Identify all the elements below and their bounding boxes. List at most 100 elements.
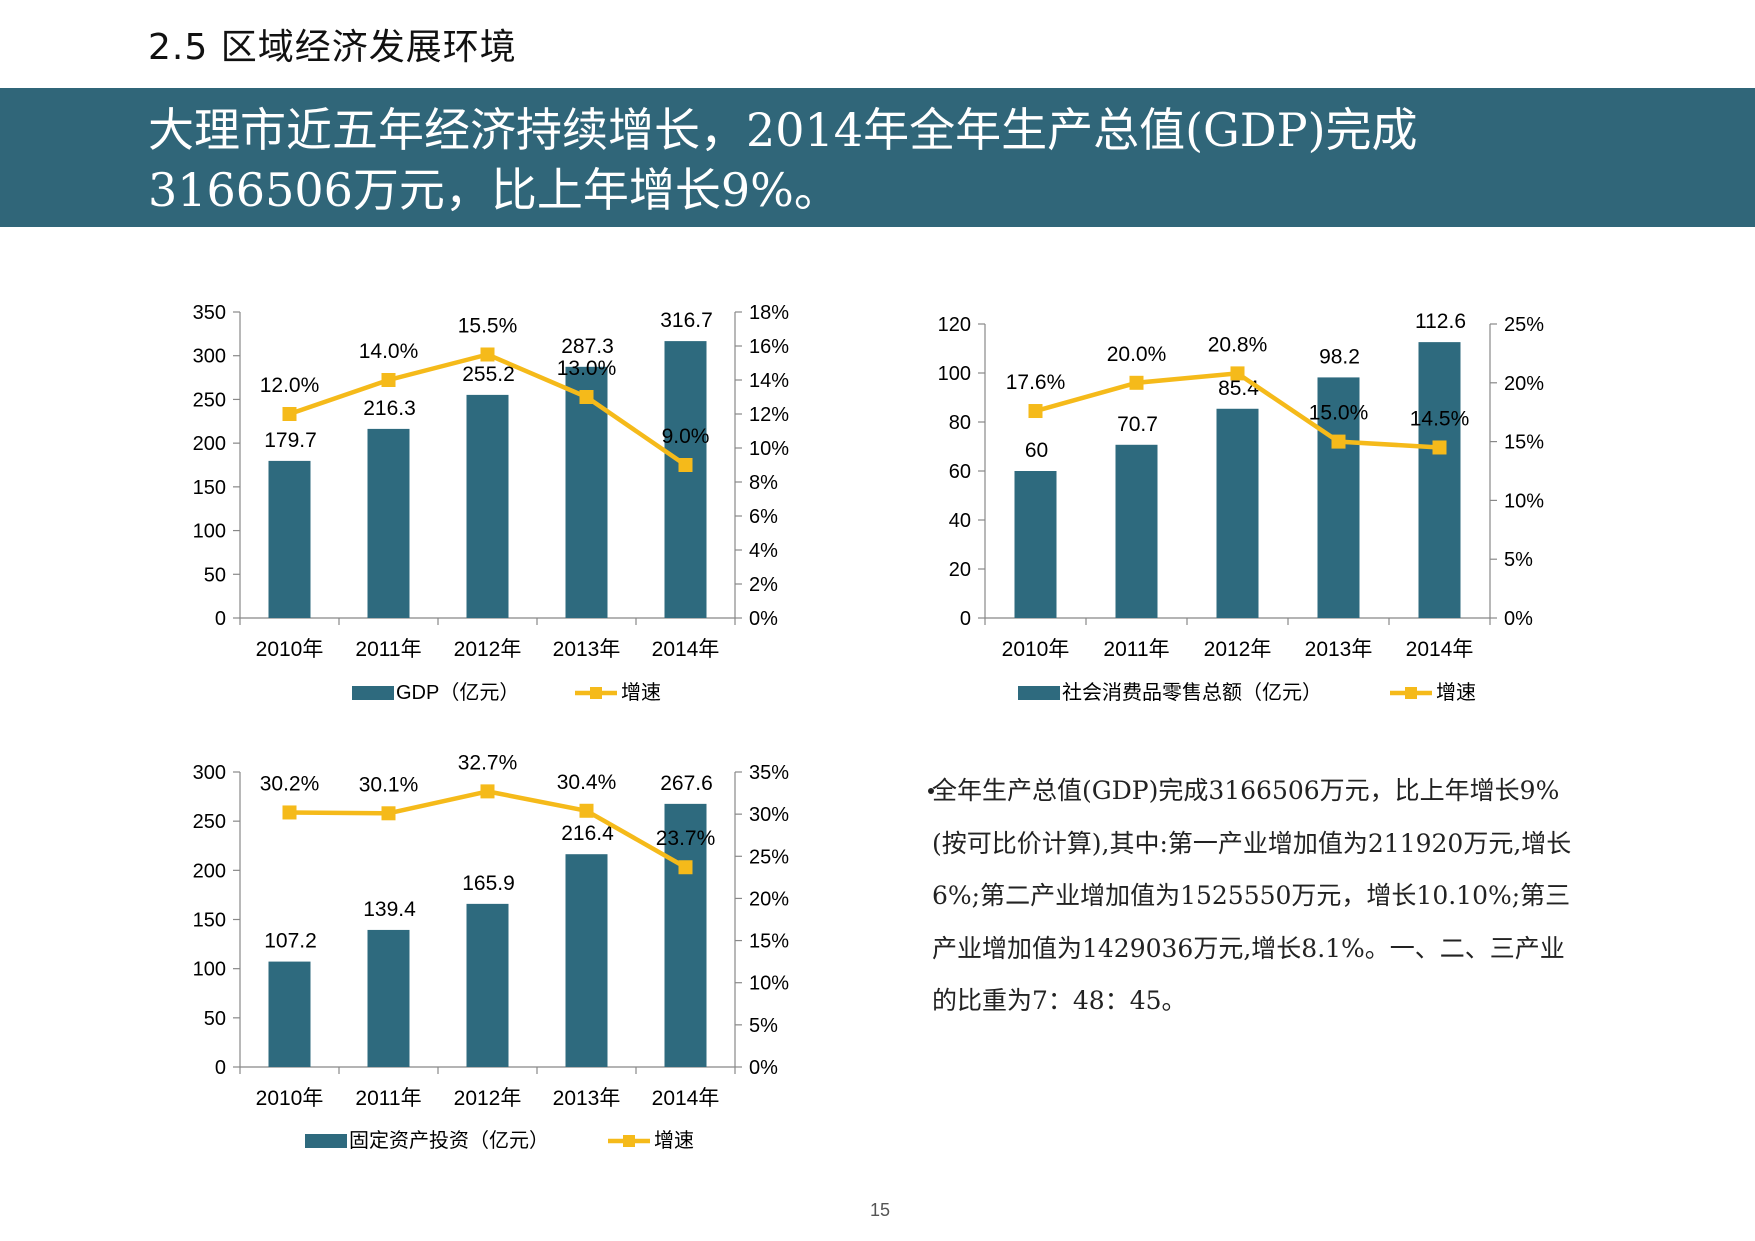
- bar: [1317, 377, 1360, 618]
- growth-value-label: 20.0%: [1107, 343, 1167, 366]
- growth-marker: [381, 373, 396, 387]
- growth-value-label: 14.5%: [1410, 407, 1470, 430]
- bar-value-label: 70.7: [1117, 413, 1158, 436]
- legend-bar-swatch: [1018, 686, 1060, 700]
- growth-value-label: 15.5%: [458, 315, 518, 338]
- growth-value-label: 30.1%: [359, 773, 419, 796]
- x-tick-label: 2011年: [1103, 638, 1169, 661]
- left-tick-label: 200: [193, 860, 226, 882]
- bar: [664, 803, 707, 1067]
- bar-value-label: 287.3: [561, 335, 614, 358]
- left-tick-label: 300: [193, 346, 226, 368]
- growth-marker: [1028, 404, 1043, 419]
- left-tick-label: 100: [193, 521, 226, 543]
- bar-value-label: 255.2: [462, 363, 515, 386]
- legend-line-label: 增速: [1436, 681, 1476, 704]
- x-tick-label: 2014年: [652, 1087, 720, 1110]
- bar-value-label: 165.9: [462, 872, 515, 895]
- right-tick-label: 14%: [749, 370, 789, 392]
- headline-line-1: 大理市近五年经济持续增长，2014年全年生产总值(GDP)完成: [148, 103, 1418, 157]
- right-tick-label: 10%: [749, 973, 789, 995]
- left-tick-label: 0: [960, 608, 971, 630]
- growth-value-label: 30.4%: [557, 771, 617, 794]
- bar: [1115, 444, 1158, 618]
- legend-line-marker: [590, 687, 602, 699]
- x-tick-label: 2010年: [256, 638, 324, 661]
- growth-marker: [381, 806, 396, 821]
- left-tick-label: 80: [949, 412, 971, 434]
- legend-line-marker: [1405, 687, 1417, 699]
- bar-value-label: 179.7: [264, 429, 317, 452]
- left-tick-label: 200: [193, 433, 226, 455]
- bar-value-label: 216.4: [561, 822, 614, 845]
- x-tick-label: 2010年: [1002, 638, 1070, 661]
- right-tick-label: 18%: [749, 302, 789, 324]
- legend-bar-swatch: [352, 686, 394, 700]
- right-tick-label: 25%: [749, 846, 789, 868]
- left-tick-label: 150: [193, 477, 226, 499]
- right-tick-label: 35%: [749, 762, 789, 784]
- growth-marker: [1129, 375, 1144, 390]
- legend-bar-label: 社会消费品零售总额（亿元）: [1062, 681, 1322, 704]
- bar-value-label: 139.4: [363, 898, 416, 921]
- growth-marker: [282, 407, 297, 421]
- bar: [1418, 342, 1461, 618]
- x-tick-label: 2012年: [1204, 638, 1272, 661]
- right-tick-label: 8%: [749, 472, 778, 494]
- growth-value-label: 9.0%: [662, 425, 710, 448]
- headline-line-2: 3166506万元，比上年增长9%。: [148, 163, 840, 217]
- x-tick-label: 2012年: [454, 638, 522, 661]
- growth-marker: [1331, 434, 1346, 449]
- left-tick-label: 20: [949, 559, 971, 581]
- bar: [664, 341, 707, 618]
- right-tick-label: 12%: [749, 404, 789, 426]
- growth-marker: [480, 347, 495, 362]
- bar-value-label: 316.7: [660, 309, 713, 332]
- right-tick-label: 20%: [1504, 373, 1544, 395]
- growth-value-label: 30.2%: [260, 772, 320, 795]
- growth-marker: [480, 784, 495, 799]
- page-number: 15: [869, 1200, 891, 1220]
- headline-text: 大理市近五年经济持续增长，2014年全年生产总值(GDP)完成 3166506万…: [148, 100, 1708, 220]
- bar-value-label: 107.2: [264, 930, 317, 953]
- growth-marker: [1432, 440, 1447, 455]
- growth-value-label: 20.8%: [1208, 333, 1268, 356]
- left-tick-label: 250: [193, 389, 226, 411]
- x-tick-label: 2013年: [553, 1087, 621, 1110]
- left-tick-label: 100: [938, 363, 971, 385]
- left-tick-label: 60: [949, 461, 971, 483]
- left-tick-label: 250: [193, 811, 226, 833]
- bar-value-label: 267.6: [660, 772, 713, 795]
- growth-value-label: 23.7%: [656, 827, 716, 850]
- bar: [466, 394, 509, 618]
- x-tick-label: 2011年: [355, 1087, 421, 1110]
- right-tick-label: 30%: [749, 804, 789, 826]
- legend-bar-swatch: [305, 1134, 347, 1148]
- left-tick-label: 100: [193, 959, 226, 981]
- legend-line-marker: [623, 1135, 635, 1147]
- growth-value-label: 32.7%: [458, 751, 518, 774]
- fixed-investment-chart: 0 50 100 150 200 250 300 0% 5% 10% 15% 20% 25% 30% 35%…: [193, 751, 790, 1152]
- bar-value-label: 60: [1025, 439, 1048, 462]
- legend-line-label: 增速: [654, 1129, 694, 1152]
- legend-bar-label: 固定资产投资（亿元）: [349, 1129, 549, 1152]
- growth-marker: [579, 390, 594, 404]
- bar-value-label: 112.6: [1415, 310, 1466, 333]
- right-tick-label: 15%: [1504, 432, 1544, 454]
- right-tick-label: 25%: [1504, 314, 1544, 336]
- retail-sales-chart: 0 20 40 60 80 100 120 0% 5% 10% 15% 20% 25% 2010年 2011…: [938, 310, 1545, 704]
- summary-paragraph: 全年生产总值(GDP)完成3166506万元，比上年增长9%(按可比价计算),其…: [932, 776, 1572, 1015]
- bullet-icon: [928, 788, 934, 794]
- bar: [268, 961, 311, 1067]
- growth-line: [289, 789, 687, 870]
- left-tick-label: 300: [193, 762, 226, 784]
- bar: [1216, 408, 1259, 618]
- x-tick-label: 2014年: [652, 638, 720, 661]
- growth-marker: [678, 458, 693, 472]
- x-tick-label: 2013年: [1305, 638, 1373, 661]
- growth-value-label: 13.0%: [557, 357, 617, 380]
- left-tick-label: 0: [215, 608, 226, 630]
- bar: [367, 428, 410, 618]
- left-tick-label: 0: [215, 1057, 226, 1079]
- x-tick-label: 2010年: [256, 1087, 324, 1110]
